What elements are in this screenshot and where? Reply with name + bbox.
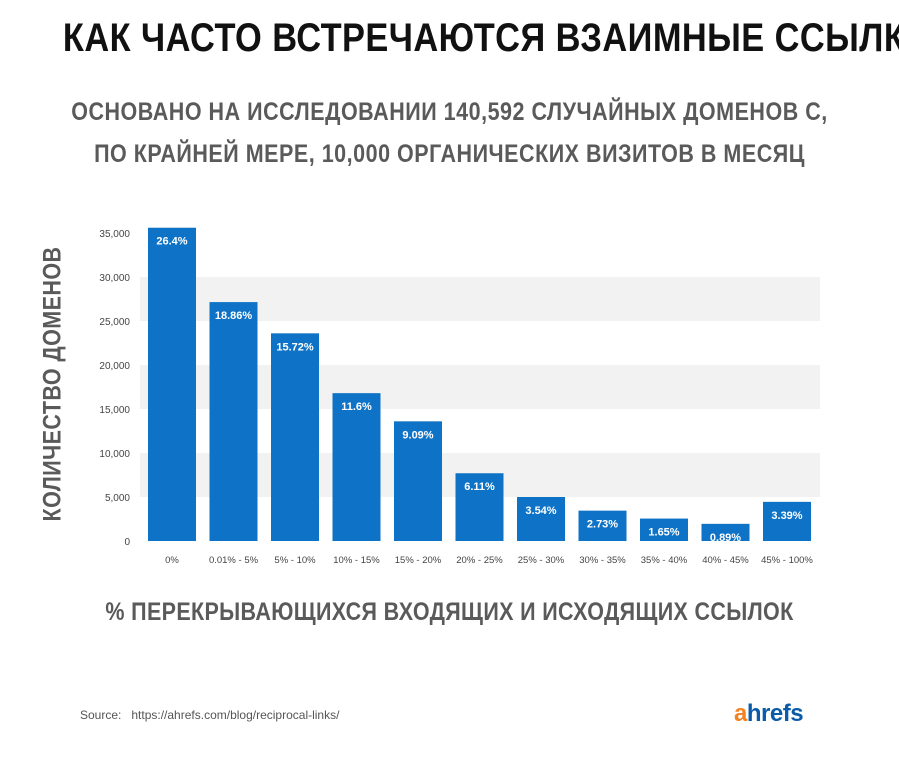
bar [640, 518, 688, 541]
bar-data-label: 6.11% [464, 481, 495, 493]
y-tick-label: 10,000 [99, 449, 130, 460]
y-tick-label: 25,000 [99, 317, 130, 328]
y-tick-label: 20,000 [99, 361, 130, 372]
y-tick-label: 5,000 [105, 493, 130, 504]
x-tick-label: 25% - 30% [518, 555, 565, 566]
bar [271, 333, 319, 541]
bar-data-label: 1.65% [648, 527, 679, 539]
bar-data-label: 9.09% [402, 429, 433, 441]
bar [578, 510, 627, 541]
bar [763, 501, 811, 541]
bar [517, 497, 565, 541]
bar-data-label: 26.4% [156, 236, 187, 248]
source-label: Source: [80, 708, 122, 722]
y-tick-label: 35,000 [99, 229, 130, 240]
y-tick-label: 30,000 [99, 273, 130, 284]
x-tick-label: 0.01% - 5% [209, 555, 259, 566]
logo-rest: hrefs [746, 700, 804, 727]
bar-data-label: 15.72% [276, 341, 314, 353]
ahrefs-logo: ahrefs [734, 700, 804, 728]
bar [332, 393, 381, 541]
x-axis-label: % ПЕРЕКРЫВАЮЩИХСЯ ВХОДЯЩИХ И ИСХОДЯЩИХ С… [105, 598, 794, 626]
bar [394, 421, 442, 541]
x-tick-label: 35% - 40% [641, 555, 688, 566]
bar [209, 302, 258, 541]
chart-subtitle-line-1: ОСНОВАНО НА ИССЛЕДОВАНИИ 140,592 СЛУЧАЙН… [71, 98, 828, 126]
bar-data-label: 18.86% [215, 310, 253, 322]
y-tick-label: 0 [124, 537, 130, 548]
bar [701, 523, 750, 541]
chart-subtitle-line-2: ПО КРАЙНЕЙ МЕРЕ, 10,000 ОРГАНИЧЕСКИХ ВИЗ… [94, 140, 805, 168]
x-tick-label: 15% - 20% [395, 555, 442, 566]
logo-first-letter: a [734, 700, 747, 727]
bar [148, 227, 196, 541]
x-tick-label: 20% - 25% [456, 555, 503, 566]
bar-data-label: 3.54% [525, 505, 556, 517]
bar [455, 473, 504, 541]
bar-data-label: 2.73% [587, 519, 618, 531]
x-axis-ticks: 0% 0.01% - 5% 5% - 10% 10% - 15% 15% - 20% 20… [165, 555, 813, 566]
chart-title: КАК ЧАСТО ВСТРЕЧАЮТСЯ ВЗАИМНЫЕ ССЫЛКИ [62, 16, 899, 60]
x-tick-label: 0% [165, 555, 179, 566]
bar-data-label: 3.39% [771, 510, 802, 522]
y-axis-ticks: 0 5,000 10,000 15,000 20,000 25,000 30,000 35,0… [99, 229, 130, 548]
bar-data-label: 0.89% [710, 532, 741, 544]
x-tick-label: 5% - 10% [274, 555, 316, 566]
x-tick-label: 10% - 15% [333, 555, 380, 566]
source-note: Source: https://ahrefs.com/blog/reciproca… [80, 708, 339, 722]
source-url[interactable]: https://ahrefs.com/blog/reciprocal-links… [131, 708, 340, 722]
bar-data-label: 11.6% [341, 401, 372, 413]
x-tick-label: 30% - 35% [579, 555, 626, 566]
x-tick-label: 40% - 45% [702, 555, 749, 566]
bars [148, 227, 811, 541]
x-tick-label: 45% - 100% [761, 555, 813, 566]
bar-data-labels: 26.4% 18.86% 15.72% 11.6% 9.09% 6.11% 3.54% 2.7… [156, 236, 802, 544]
y-tick-label: 15,000 [99, 405, 130, 416]
